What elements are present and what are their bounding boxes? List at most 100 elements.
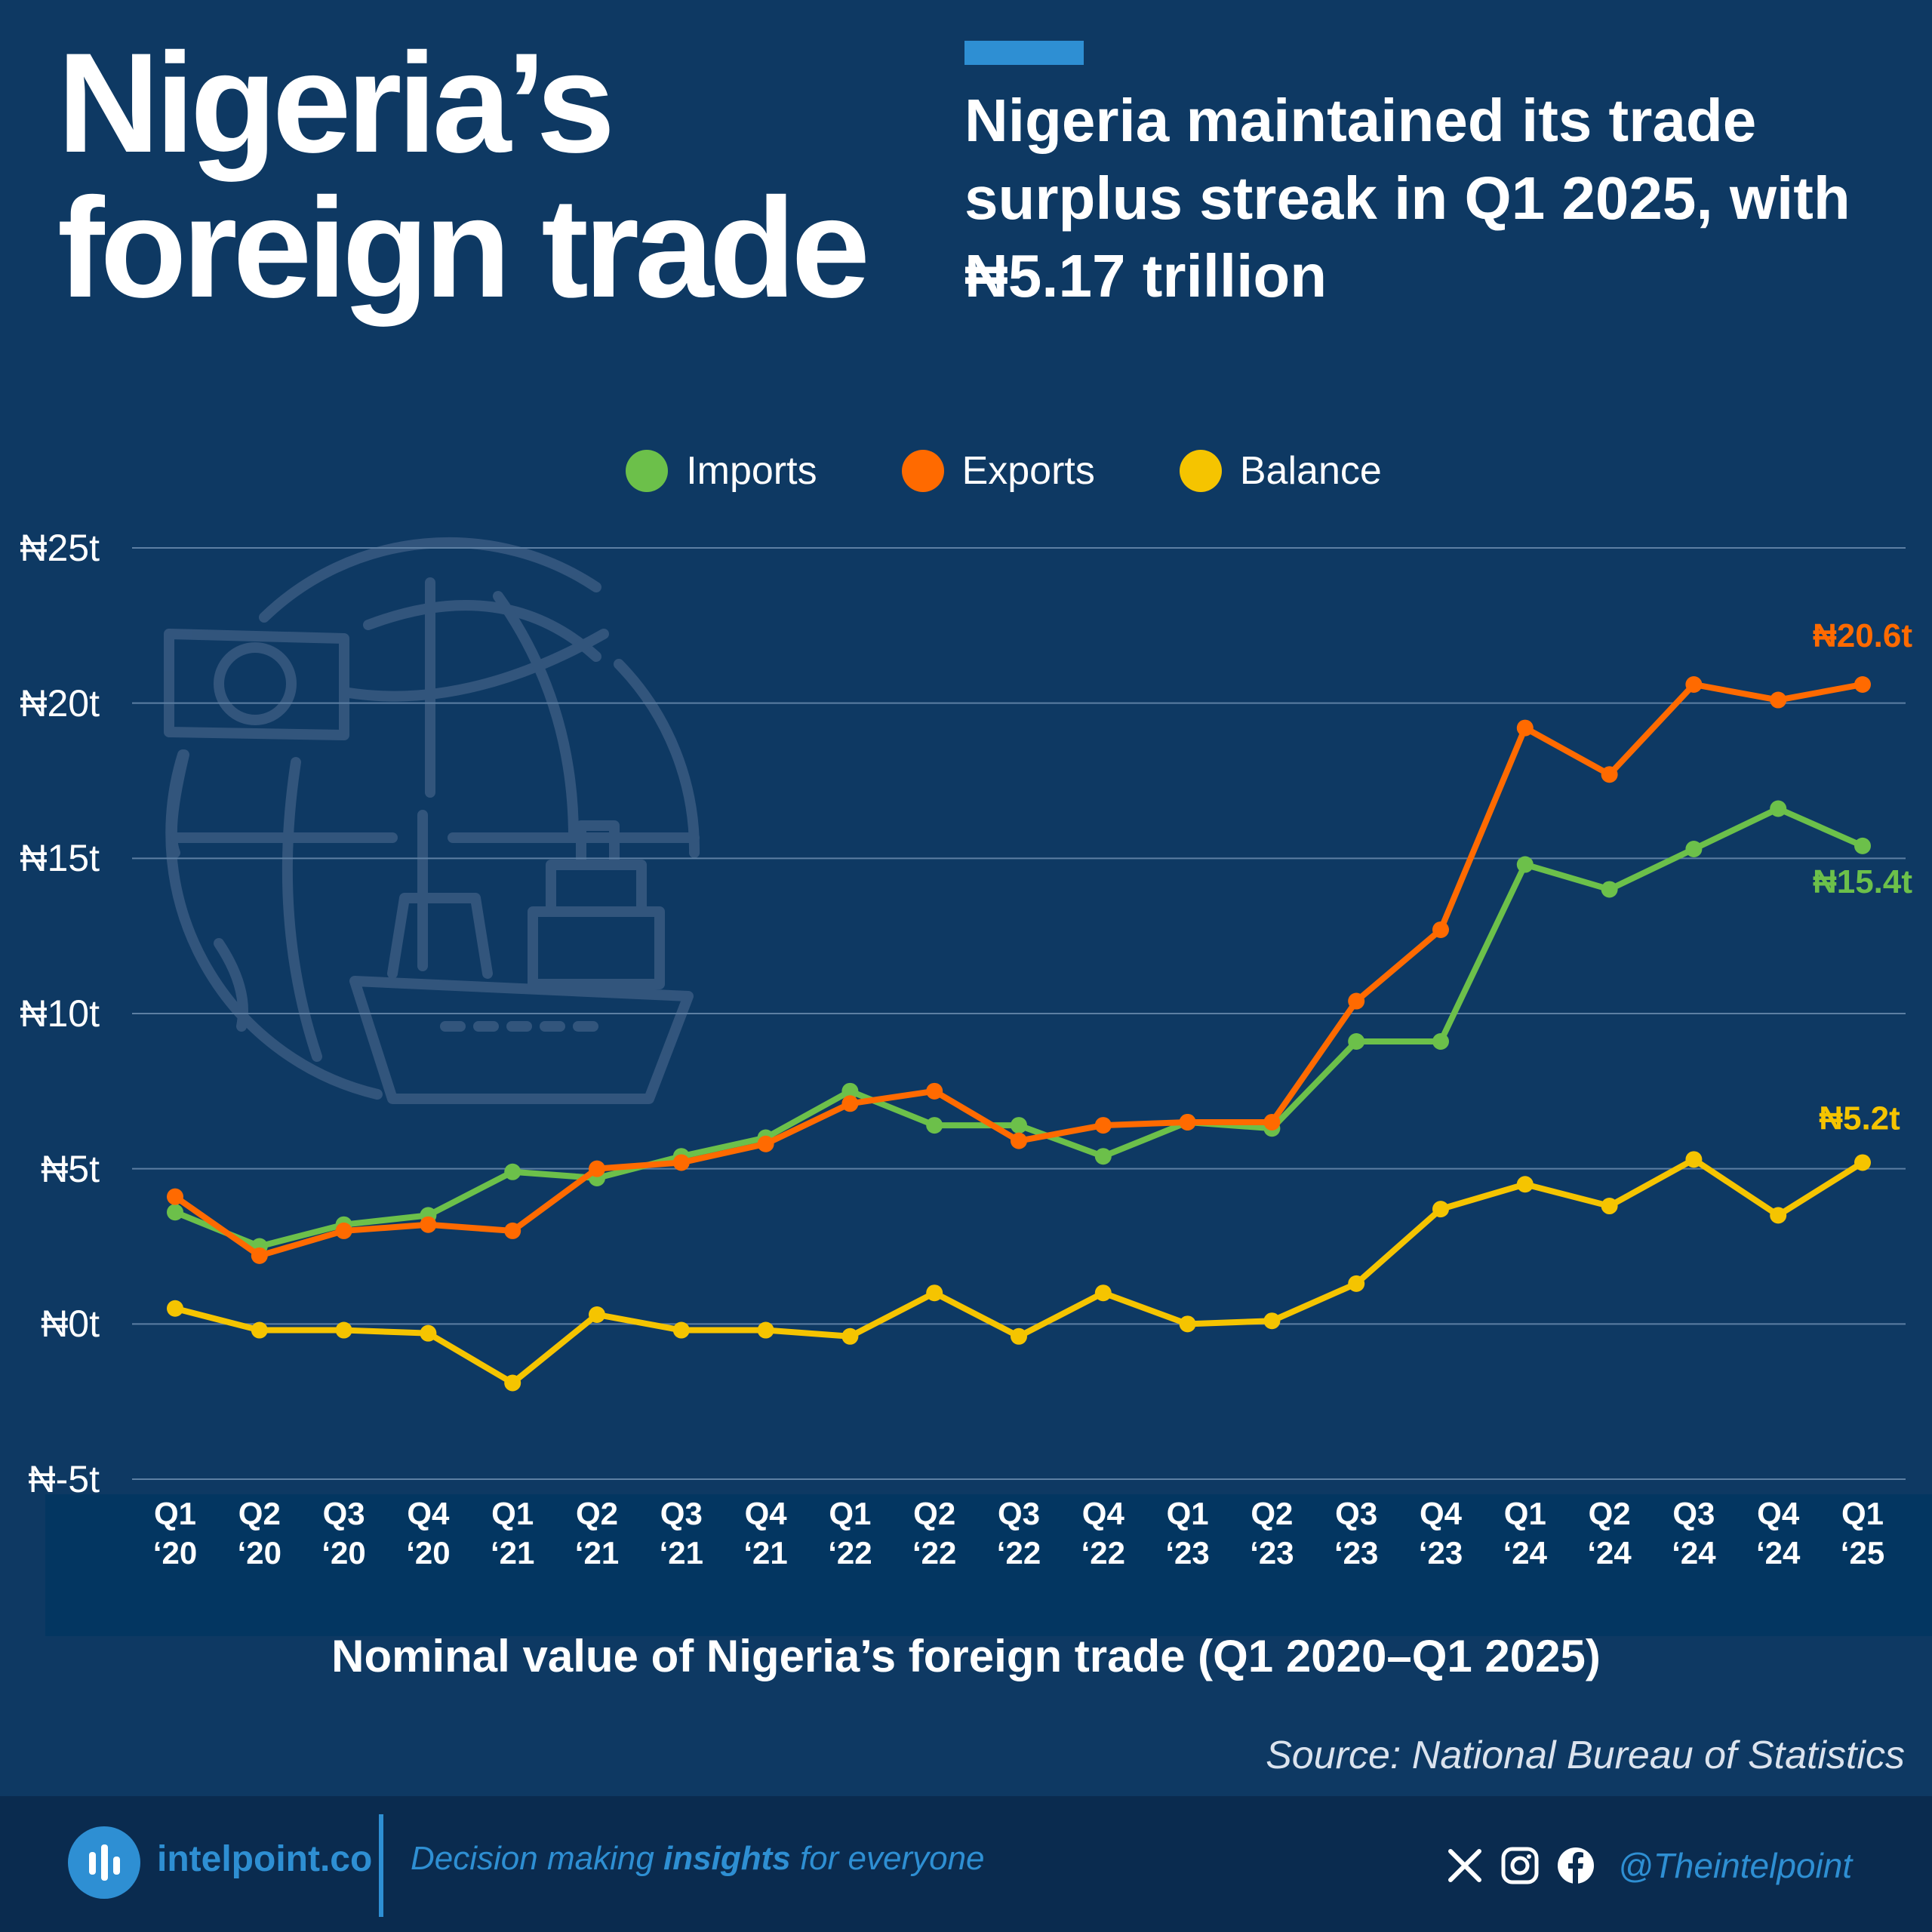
data-point-balance	[1770, 1207, 1787, 1224]
legend-label-exports: Exports	[961, 449, 1095, 493]
series-line-balance	[172, 1156, 1866, 1386]
x-tick-label: Q4 ‘22	[1081, 1496, 1125, 1571]
legend-dot-imports	[626, 450, 669, 492]
social-handle[interactable]: @Theintelpoint	[1618, 1846, 1853, 1885]
x-tick-label: Q3 ‘24	[1672, 1496, 1716, 1571]
data-point-balance	[251, 1321, 268, 1339]
data-point-balance	[672, 1321, 690, 1339]
data-point-balance	[1348, 1275, 1365, 1292]
x-tick-label: Q4 ‘20	[406, 1496, 451, 1571]
data-point-imports	[1770, 800, 1787, 817]
x-tick-label: Q2 ‘24	[1587, 1496, 1632, 1571]
facebook-icon[interactable]	[1556, 1846, 1595, 1885]
legend-dot-balance	[1179, 450, 1222, 492]
social-links: @Theintelpoint	[1446, 1829, 1852, 1902]
y-tick-label: ₦-5t	[28, 1458, 100, 1500]
data-point-exports	[504, 1222, 521, 1239]
subtitle: Nigeria maintained its trade surplus str…	[964, 87, 1850, 309]
x-tick-label: Q4 ‘24	[1755, 1496, 1801, 1571]
data-point-balance	[589, 1306, 605, 1323]
legend-item-balance: Balance	[1179, 448, 1382, 494]
data-point-imports	[167, 1204, 183, 1221]
data-point-exports	[757, 1135, 774, 1152]
data-point-balance	[1094, 1284, 1112, 1302]
data-point-exports	[167, 1188, 183, 1205]
data-point-balance	[1516, 1176, 1534, 1193]
series-line-imports	[172, 805, 1866, 1250]
main-title: Nigeria’s foreign trade	[57, 23, 870, 327]
data-point-exports	[1770, 691, 1787, 709]
data-point-exports	[1348, 992, 1365, 1010]
footer-divider	[379, 1814, 383, 1917]
data-point-exports	[1854, 675, 1871, 693]
chart-legend: Imports Exports Balance	[0, 441, 1932, 501]
data-point-exports	[841, 1095, 859, 1112]
tagline-post: for everyone	[790, 1840, 985, 1877]
end-label-imports: ₦15.4t	[1813, 863, 1912, 900]
y-tick-label: ₦15t	[20, 837, 100, 880]
x-tick-label: Q1 ‘20	[152, 1496, 198, 1571]
data-point-exports	[335, 1222, 352, 1239]
data-point-balance	[1854, 1154, 1871, 1171]
end-label-balance: ₦5.2t	[1819, 1100, 1900, 1137]
tagline-bold: insights	[663, 1840, 791, 1877]
data-point-imports	[504, 1163, 521, 1180]
data-point-imports	[1432, 1033, 1449, 1051]
data-point-imports	[841, 1082, 859, 1100]
data-point-imports	[1094, 1148, 1112, 1165]
x-tick-label: Q4 ‘23	[1418, 1496, 1463, 1571]
x-tick-label: Q1 ‘23	[1165, 1496, 1210, 1571]
intelpoint-logo-icon[interactable]	[68, 1826, 140, 1899]
end-label-exports: ₦20.6t	[1813, 617, 1912, 654]
data-point-balance	[1011, 1327, 1027, 1345]
data-point-balance	[1432, 1201, 1449, 1218]
x-icon[interactable]	[1446, 1847, 1484, 1884]
data-point-balance	[841, 1327, 859, 1345]
data-point-exports	[589, 1160, 605, 1177]
x-axis-band	[45, 1494, 1932, 1636]
y-tick-label: ₦10t	[20, 992, 100, 1035]
tagline: Decision making insights for everyone	[411, 1840, 985, 1878]
data-point-balance	[1601, 1198, 1618, 1215]
x-tick-label: Q4 ‘21	[743, 1496, 788, 1571]
data-point-balance	[420, 1324, 437, 1342]
data-point-exports	[251, 1247, 268, 1264]
data-point-imports	[926, 1117, 943, 1134]
data-point-exports	[672, 1154, 690, 1171]
data-point-balance	[926, 1284, 943, 1302]
chart-caption: Nominal value of Nigeria’s foreign trade…	[331, 1631, 1601, 1681]
x-tick-label: Q1 ‘22	[828, 1496, 872, 1571]
y-tick-label: ₦5t	[41, 1147, 100, 1190]
x-tick-label: Q2 ‘20	[237, 1496, 281, 1571]
y-tick-label: ₦20t	[20, 681, 100, 724]
data-point-exports	[1432, 921, 1449, 938]
x-tick-label: Q1 ‘24	[1503, 1496, 1547, 1571]
data-point-exports	[1516, 719, 1534, 737]
data-point-balance	[1263, 1312, 1281, 1330]
data-point-exports	[926, 1082, 943, 1100]
data-point-exports	[420, 1216, 437, 1233]
data-point-exports	[1094, 1117, 1112, 1134]
data-point-balance	[1685, 1151, 1703, 1168]
legend-item-exports: Exports	[901, 448, 1095, 494]
data-point-exports	[1179, 1113, 1196, 1131]
data-point-imports	[1011, 1117, 1027, 1134]
tagline-pre: Decision making	[411, 1840, 664, 1877]
x-tick-label: Q2 ‘23	[1250, 1496, 1294, 1571]
logo-text[interactable]: intelpoint.co	[157, 1839, 373, 1879]
x-tick-label: Q3 ‘20	[321, 1496, 366, 1571]
data-point-balance	[757, 1321, 774, 1339]
legend-dot-exports	[901, 450, 944, 492]
data-point-exports	[1263, 1113, 1281, 1131]
legend-label-imports: Imports	[686, 449, 817, 493]
source-note: Source: National Bureau of Statistics	[1266, 1734, 1905, 1777]
data-point-balance	[167, 1300, 183, 1317]
legend-label-balance: Balance	[1239, 449, 1382, 493]
x-tick-label: Q3 ‘23	[1334, 1496, 1379, 1571]
x-tick-label: Q2 ‘21	[574, 1496, 620, 1571]
instagram-icon[interactable]	[1500, 1846, 1540, 1885]
data-point-imports	[1516, 856, 1534, 873]
x-tick-label: Q3 ‘21	[659, 1496, 703, 1571]
